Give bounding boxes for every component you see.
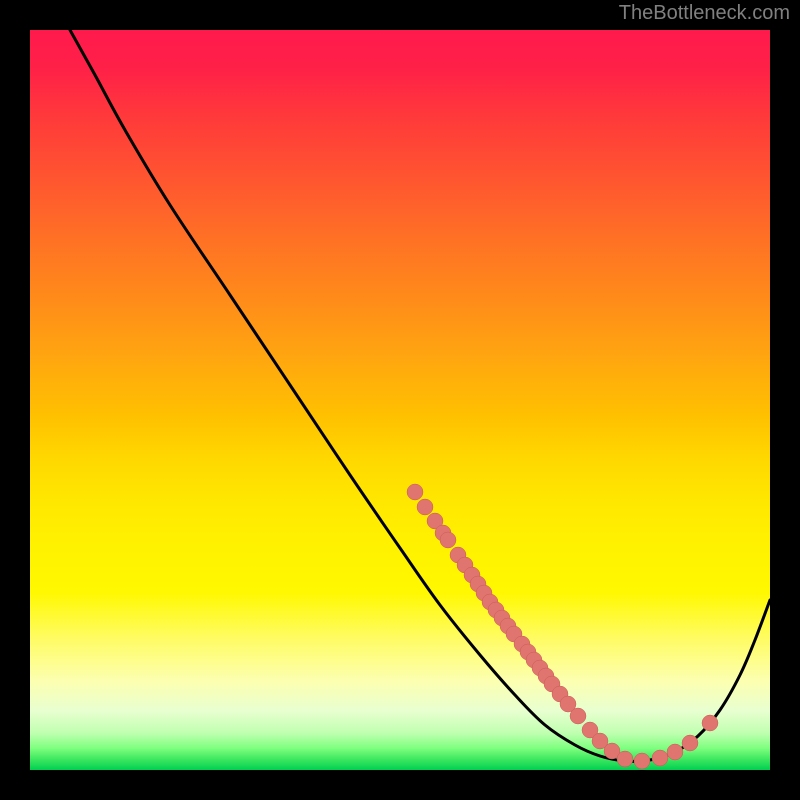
watermark-text: TheBottleneck.com xyxy=(619,2,790,25)
data-marker xyxy=(570,708,586,724)
data-marker xyxy=(417,499,433,515)
data-marker xyxy=(617,751,633,767)
bottleneck-curve xyxy=(70,30,770,761)
data-markers xyxy=(407,484,718,769)
data-marker xyxy=(407,484,423,500)
plot-area xyxy=(30,30,770,770)
data-marker xyxy=(634,753,650,769)
data-marker xyxy=(682,735,698,751)
data-marker xyxy=(652,750,668,766)
chart-container: TheBottleneck.com xyxy=(0,0,800,800)
data-marker xyxy=(702,715,718,731)
data-marker xyxy=(440,532,456,548)
curve-svg xyxy=(30,30,770,770)
data-marker xyxy=(667,744,683,760)
